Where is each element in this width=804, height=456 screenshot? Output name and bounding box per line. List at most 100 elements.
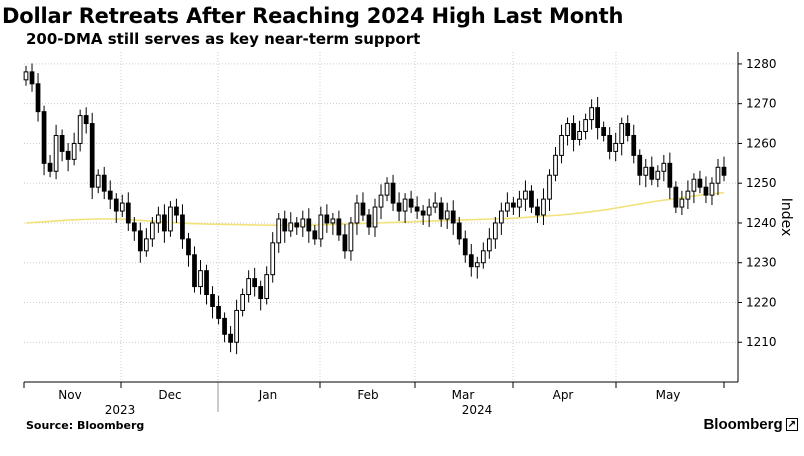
candle-body <box>125 202 131 224</box>
candle-body <box>643 166 649 176</box>
candle-body <box>625 123 631 136</box>
candle-body <box>366 214 372 228</box>
candle-body <box>53 134 59 172</box>
candle-body <box>372 206 378 228</box>
candle-body <box>529 190 534 208</box>
candle-body <box>258 286 264 300</box>
candle-body <box>95 174 101 188</box>
candle-body <box>330 218 336 224</box>
candle-body <box>631 134 637 156</box>
candle-body <box>216 305 221 319</box>
candle-body <box>384 182 390 196</box>
bloomberg-logo: Bloomberg ↗ <box>703 416 798 433</box>
candle-body <box>107 190 113 200</box>
candle-body <box>408 198 414 208</box>
candle-body <box>180 214 185 240</box>
candle-body <box>541 198 546 216</box>
candle-body <box>474 262 480 268</box>
y-tick-label: 1280 <box>746 57 777 71</box>
candle-body <box>240 294 245 311</box>
candle-body <box>246 278 252 296</box>
candle-body <box>360 202 366 216</box>
candle-body <box>89 123 95 188</box>
candle-body <box>511 202 516 208</box>
candle-body <box>77 115 83 144</box>
candle-body <box>282 218 288 232</box>
candle-body <box>571 123 576 140</box>
candle-body <box>655 170 661 180</box>
candle-body <box>143 238 149 252</box>
candle-body <box>468 254 474 268</box>
candle-body <box>709 182 715 196</box>
candle-body <box>186 238 191 256</box>
candle-body <box>480 250 486 264</box>
candle-body <box>420 210 426 216</box>
candle-body <box>312 230 318 240</box>
candle-body <box>390 182 396 204</box>
candle-body <box>336 218 342 236</box>
candle-body <box>396 202 402 212</box>
y-tick-label: 1220 <box>746 295 777 309</box>
candle-body <box>131 222 137 232</box>
candle-body <box>438 202 444 220</box>
candle-body <box>252 278 258 288</box>
y-tick-label: 1210 <box>746 335 777 349</box>
candle-body <box>589 107 594 121</box>
candles <box>23 63 727 355</box>
candle-body <box>149 222 155 240</box>
candle-body <box>65 150 71 160</box>
candle-body <box>23 71 29 81</box>
candle-body <box>703 186 709 196</box>
x-tick-label: Nov <box>58 388 81 402</box>
candle-body <box>607 134 613 152</box>
candle-body <box>595 107 601 129</box>
candle-body <box>342 234 348 252</box>
candle-body <box>288 222 294 232</box>
source-note: Source: Bloomberg <box>26 419 145 432</box>
candle-body <box>697 178 703 188</box>
candle-body <box>685 190 691 200</box>
candle-body <box>228 333 233 343</box>
candle-body <box>318 214 324 240</box>
y-tick-label: 1260 <box>746 136 777 150</box>
candle-body <box>619 123 625 144</box>
y-tick-label: 1250 <box>746 176 777 190</box>
candle-body <box>414 206 420 212</box>
x-tick-label: Dec <box>158 388 181 402</box>
year-label: 2024 <box>462 403 493 417</box>
candle-body <box>198 270 203 288</box>
candle-body <box>565 123 570 136</box>
candle-body <box>462 238 468 256</box>
candle-body <box>517 198 522 208</box>
candle-body <box>210 294 215 307</box>
candle-body <box>59 134 65 152</box>
candle-body <box>264 274 270 300</box>
candle-body <box>168 206 173 232</box>
x-tick-label: Feb <box>357 388 378 402</box>
candle-body <box>300 218 306 228</box>
candle-body <box>306 218 312 232</box>
candle-body <box>535 206 540 216</box>
candle-body <box>456 222 462 240</box>
candle-body <box>204 270 209 296</box>
candle-body <box>679 198 685 208</box>
candle-body <box>71 142 77 160</box>
chart-title: Dollar Retreats After Reaching 2024 High… <box>2 4 624 28</box>
candle-body <box>35 83 41 113</box>
candle-body <box>715 166 721 184</box>
candle-body <box>498 210 504 224</box>
candle-body <box>47 162 53 172</box>
candle-body <box>348 222 354 252</box>
y-axis-label: Index <box>778 198 794 237</box>
candle-body <box>444 210 450 220</box>
candle-body <box>83 115 89 125</box>
candle-body <box>119 202 125 212</box>
candle-body <box>505 202 510 212</box>
candle-body <box>486 238 492 252</box>
candle-body <box>667 162 673 188</box>
candle-body <box>559 134 564 156</box>
candle-body <box>29 71 35 85</box>
year-label: 2023 <box>105 403 136 417</box>
candle-body <box>649 166 655 180</box>
